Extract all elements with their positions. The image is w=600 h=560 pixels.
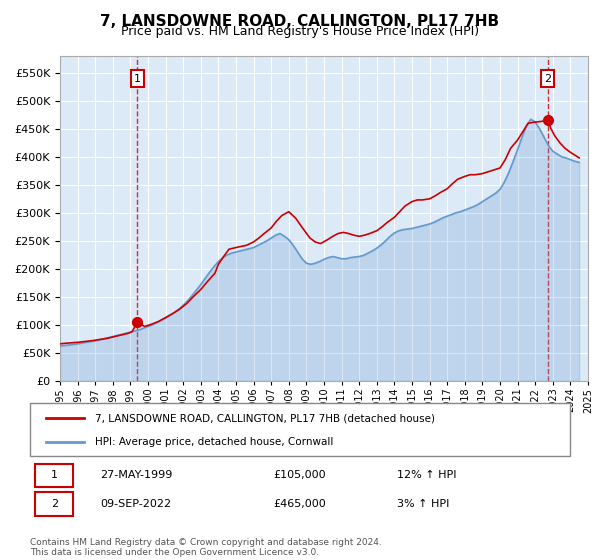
Text: 3% ↑ HPI: 3% ↑ HPI	[397, 499, 449, 509]
FancyBboxPatch shape	[35, 464, 73, 487]
Text: 1: 1	[51, 470, 58, 480]
Text: 7, LANSDOWNE ROAD, CALLINGTON, PL17 7HB (detached house): 7, LANSDOWNE ROAD, CALLINGTON, PL17 7HB …	[95, 413, 435, 423]
Text: 2: 2	[544, 74, 551, 84]
Text: HPI: Average price, detached house, Cornwall: HPI: Average price, detached house, Corn…	[95, 436, 333, 446]
Text: 27-MAY-1999: 27-MAY-1999	[100, 470, 173, 480]
Text: 1: 1	[134, 74, 141, 84]
Text: £105,000: £105,000	[273, 470, 326, 480]
Text: 12% ↑ HPI: 12% ↑ HPI	[397, 470, 457, 480]
FancyBboxPatch shape	[30, 403, 570, 456]
Text: Contains HM Land Registry data © Crown copyright and database right 2024.
This d: Contains HM Land Registry data © Crown c…	[30, 538, 382, 557]
FancyBboxPatch shape	[35, 492, 73, 516]
Text: Price paid vs. HM Land Registry's House Price Index (HPI): Price paid vs. HM Land Registry's House …	[121, 25, 479, 38]
Text: £465,000: £465,000	[273, 499, 326, 509]
Text: 7, LANSDOWNE ROAD, CALLINGTON, PL17 7HB: 7, LANSDOWNE ROAD, CALLINGTON, PL17 7HB	[100, 14, 500, 29]
Text: 09-SEP-2022: 09-SEP-2022	[100, 499, 172, 509]
Text: 2: 2	[51, 499, 58, 509]
